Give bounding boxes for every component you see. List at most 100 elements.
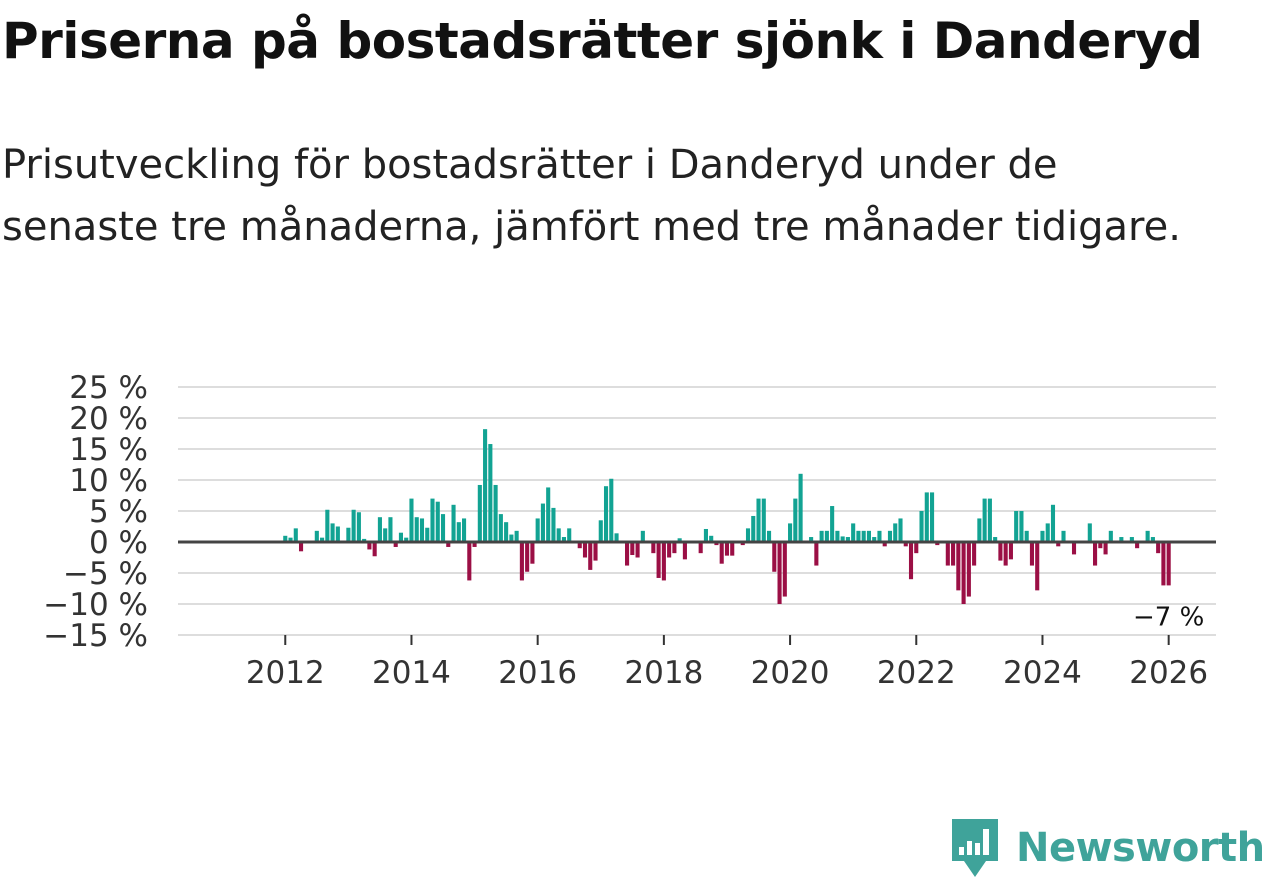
bar	[362, 538, 367, 542]
bar	[793, 498, 798, 542]
bar	[898, 518, 903, 542]
bar	[987, 498, 992, 542]
bar	[477, 484, 482, 542]
bar	[682, 542, 687, 560]
x-tick-label: 2022	[877, 655, 956, 691]
bar	[1129, 537, 1134, 542]
bar	[1135, 542, 1140, 549]
bar	[435, 501, 440, 542]
bar	[325, 509, 330, 542]
bar	[372, 542, 377, 557]
bar	[724, 542, 730, 556]
bar	[814, 542, 819, 566]
bar	[798, 473, 803, 542]
bar	[1093, 542, 1098, 566]
y-tick-label: −5 %	[63, 556, 148, 592]
bar	[856, 530, 861, 542]
bar	[419, 518, 425, 542]
bar	[514, 530, 519, 542]
bar	[866, 530, 871, 542]
y-tick-label: 0 %	[89, 525, 148, 561]
bar	[462, 518, 467, 542]
bar	[409, 498, 414, 542]
page-title: Priserna på bostadsrätter sjönk i Dander…	[2, 12, 1203, 70]
bar	[714, 542, 719, 546]
bar	[1145, 530, 1150, 542]
x-tick-label: 2020	[751, 655, 830, 691]
bar	[1103, 542, 1108, 555]
bar	[1098, 542, 1103, 549]
bar	[1108, 530, 1113, 542]
newsworthy-logo-text: Newsworthy	[1016, 825, 1262, 871]
bar	[1119, 537, 1124, 542]
bar	[861, 530, 866, 542]
newsworthy-logo: Newsworthy	[950, 816, 1262, 880]
bar	[451, 504, 456, 542]
bar	[414, 517, 419, 542]
x-tick-label: 2012	[246, 655, 325, 691]
bar	[887, 530, 893, 542]
bar	[1008, 542, 1013, 560]
bar	[882, 542, 887, 547]
bar	[924, 492, 929, 542]
bar	[877, 530, 882, 542]
bar	[577, 542, 582, 549]
bar	[546, 487, 551, 542]
bar	[972, 542, 977, 566]
bar	[730, 542, 735, 556]
bar	[1161, 542, 1166, 586]
bar	[1056, 542, 1061, 547]
bar	[651, 542, 656, 554]
bar	[751, 515, 756, 542]
bar	[788, 523, 793, 542]
bar	[851, 523, 856, 542]
bar	[935, 542, 940, 546]
x-tick-label: 2016	[498, 655, 577, 691]
annotations: −7 %	[1133, 602, 1204, 632]
x-tick-label: 2026	[1129, 655, 1208, 691]
bar	[1019, 511, 1024, 542]
bar	[504, 522, 509, 542]
bar	[525, 542, 530, 572]
bar	[314, 530, 319, 542]
bar	[872, 537, 877, 542]
bar	[588, 542, 593, 570]
bar	[535, 518, 540, 542]
bar	[351, 509, 356, 542]
bar	[509, 534, 514, 542]
bar	[835, 530, 840, 542]
bar	[367, 542, 372, 550]
bar	[672, 542, 677, 554]
bar	[998, 542, 1003, 561]
bar	[330, 523, 335, 542]
y-tick-label: 20 %	[69, 401, 148, 437]
bar	[1061, 530, 1066, 542]
bar	[640, 530, 645, 542]
bar	[498, 514, 503, 542]
bar	[908, 542, 914, 580]
bar	[956, 542, 961, 591]
bar	[961, 542, 966, 604]
bar	[404, 537, 409, 542]
grid-lines	[178, 386, 1216, 636]
bar	[377, 517, 382, 542]
bar	[1071, 542, 1077, 555]
bar	[540, 503, 545, 542]
bar	[845, 537, 850, 542]
bar	[772, 542, 777, 572]
bar	[977, 518, 982, 542]
bar	[761, 498, 766, 542]
bar	[966, 542, 971, 597]
bar	[519, 542, 524, 581]
bar	[824, 530, 829, 542]
y-tick-label: 10 %	[69, 463, 148, 499]
bar	[446, 542, 451, 547]
bar	[556, 528, 561, 542]
bars	[283, 429, 1171, 604]
bar	[745, 528, 751, 542]
y-tick-label: −10 %	[43, 587, 148, 623]
bar	[719, 542, 724, 564]
bar	[1045, 523, 1050, 542]
bar	[603, 486, 609, 542]
bar	[320, 537, 325, 542]
